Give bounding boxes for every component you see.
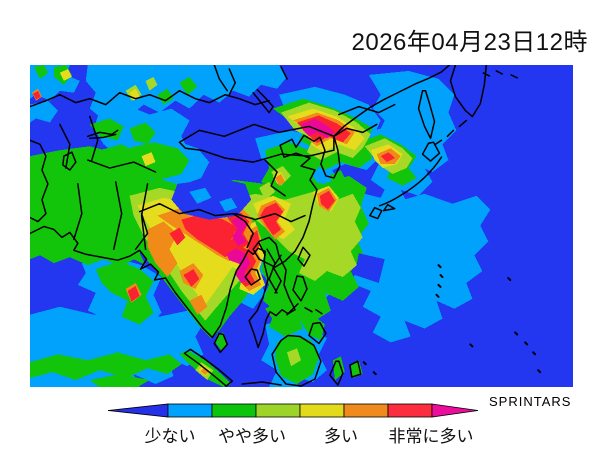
legend-label-low: 少ない xyxy=(144,427,196,446)
colorbar-low-arrow xyxy=(107,403,169,418)
aerosol-level-magenta xyxy=(226,118,335,283)
tibet-cyan-specks xyxy=(189,187,238,212)
legend-label-high: 多い xyxy=(324,427,358,446)
sprintars-credit: SPRINTARS xyxy=(489,394,572,409)
colorbar-segment xyxy=(299,403,345,418)
legend-label-very-high: 非常に多い xyxy=(388,427,474,446)
aerosol-colorbar xyxy=(107,403,479,418)
colorbar-high-arrow xyxy=(431,403,479,418)
colorbar-segment xyxy=(343,403,389,418)
colorbar-segment xyxy=(255,403,301,418)
aerosol-map xyxy=(30,65,573,387)
forecast-datetime: 2026年04月23日12時 xyxy=(351,29,588,56)
colorbar-segment xyxy=(211,403,257,418)
colorbar-segment xyxy=(167,403,213,418)
aerosol-level-red xyxy=(32,90,395,302)
coastlines-and-borders xyxy=(30,65,542,387)
legend-label-somewhat-high: やや多い xyxy=(218,427,286,446)
colorbar-segment xyxy=(387,403,433,418)
